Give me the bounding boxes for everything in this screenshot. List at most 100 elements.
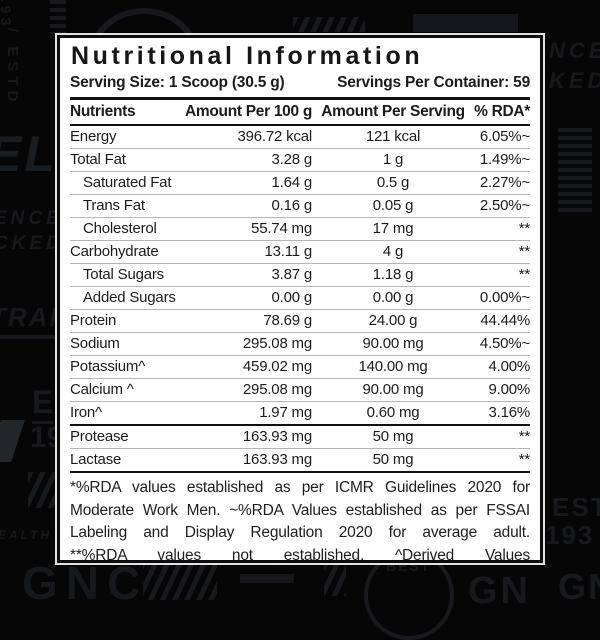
cell-rda: ** <box>518 243 530 260</box>
cell-nutrient: Potassium^ <box>70 358 146 375</box>
cell-per-serving: 140.00 mg <box>358 358 428 375</box>
table-row: Trans Fat 0.16 g 0.05 g 2.50%~ <box>70 195 530 218</box>
cell-per-serving: 0.00 g <box>372 289 414 306</box>
bg-text-ence: ENCE <box>0 208 63 229</box>
cell-per-100g: 459.02 mg <box>242 358 312 375</box>
cell-per-100g: 78.69 g <box>263 312 312 329</box>
serving-info-row: Serving Size: 1 Scoop (30.5 g) Servings … <box>70 73 530 97</box>
bg-hatch-top <box>293 17 365 32</box>
cell-rda: 4.00% <box>488 358 530 375</box>
bg-text-gn-right: GN <box>558 566 600 607</box>
bg-hatch-small-bottom <box>324 560 346 596</box>
cell-per-serving: 1 g <box>382 151 404 168</box>
cell-per-serving: 17 mg <box>372 220 414 237</box>
header-rda: % RDA* <box>474 103 530 120</box>
bg-text-trai: TRAI <box>0 302 59 339</box>
cell-per-100g: 3.87 g <box>271 266 312 283</box>
cell-per-serving: 24.00 g <box>368 312 418 329</box>
bg-text-e-badge: E <box>32 384 54 424</box>
cell-per-100g: 0.00 g <box>271 289 312 306</box>
footnote-line: *%RDA values established as per ICMR Gui… <box>70 479 530 496</box>
cell-per-100g: 55.74 mg <box>251 220 312 237</box>
cell-per-serving: 0.5 g <box>376 174 410 191</box>
table-row: Total Sugars 3.87 g 1.18 g ** <box>70 264 530 287</box>
header-nutrients: Nutrients <box>70 103 136 120</box>
cell-per-serving: 0.05 g <box>372 197 414 214</box>
bg-text-193-topleft: 193 <box>0 0 14 30</box>
bg-bar-process <box>240 574 294 583</box>
cell-nutrient: Lactase <box>70 451 122 468</box>
cell-per-serving: 50 mg <box>372 428 414 445</box>
cell-rda: 9.00% <box>488 381 530 398</box>
cell-rda: 0.00%~ <box>479 289 530 306</box>
cell-per-100g: 295.08 mg <box>242 381 312 398</box>
nutrition-table-rows: Energy 396.72 kcal 121 kcal 6.05%~ Total… <box>70 126 530 473</box>
cell-per-100g: 1.64 g <box>271 174 312 191</box>
cell-per-serving: 4 g <box>382 243 404 260</box>
table-row: Calcium ^ 295.08 mg 90.00 mg 9.00% <box>70 379 530 402</box>
table-row: Iron^ 1.97 mg 0.60 mg 3.16% <box>70 402 530 426</box>
table-row: Sodium 295.08 mg 90.00 mg 4.50%~ <box>70 333 530 356</box>
cell-rda: ** <box>518 451 530 468</box>
table-row: Protease 163.93 mg 50 mg ** <box>70 426 530 449</box>
bg-bar-top <box>413 14 518 32</box>
table-row: Lactase 163.93 mg 50 mg ** <box>70 449 530 473</box>
cell-per-serving: 1.18 g <box>372 266 414 283</box>
footnote-line: **%RDA values not established. ^Derived … <box>70 546 530 564</box>
bg-wedge-left <box>0 420 25 462</box>
cell-nutrient: Carbohydrate <box>70 243 159 260</box>
table-row: Energy 396.72 kcal 121 kcal 6.05%~ <box>70 126 530 149</box>
cell-nutrient: Sodium <box>70 335 120 352</box>
cell-per-100g: 163.93 mg <box>242 428 312 445</box>
cell-per-100g: 163.93 mg <box>242 451 312 468</box>
cell-nutrient: Calcium ^ <box>70 381 134 398</box>
cell-nutrient: Protein <box>70 312 117 329</box>
bg-text-gn-bottom: GN <box>468 570 531 612</box>
bg-text-nce: NCE <box>549 38 600 63</box>
table-row: Added Sugars 0.00 g 0.00 g 0.00%~ <box>70 287 530 310</box>
cell-per-serving: 90.00 mg <box>362 335 424 352</box>
table-row: Cholesterol 55.74 mg 17 mg ** <box>70 218 530 241</box>
cell-per-100g: 3.28 g <box>271 151 312 168</box>
servings-per-container-label: Servings Per Container: 59 <box>337 74 530 91</box>
cell-per-100g: 13.11 g <box>264 243 312 260</box>
cell-rda: ** <box>518 220 530 237</box>
bg-barcode-right <box>558 128 592 216</box>
cell-per-100g: 295.08 mg <box>242 335 312 352</box>
cell-rda: 2.27%~ <box>479 174 530 191</box>
cell-per-100g: 0.16 g <box>271 197 312 214</box>
panel-title: Nutritional Information <box>71 42 424 70</box>
table-row: Carbohydrate 13.11 g 4 g ** <box>70 241 530 264</box>
cell-rda: 6.05%~ <box>479 128 530 145</box>
footnote-line: Moderate Work Men. ~%RDA Values establis… <box>70 501 530 519</box>
serving-size-label: Serving Size: 1 Scoop (30.5 g) <box>70 74 285 91</box>
header-amount-per-100g: Amount Per 100 g <box>185 103 312 120</box>
bg-text-ked: KED <box>549 68 600 93</box>
footnote-line: Labeling and Display Regulation 2020 for… <box>70 524 530 541</box>
table-header-row: Nutrients Amount Per 100 g Amount Per Se… <box>70 100 530 126</box>
bg-text-193-right: 193 <box>545 520 595 550</box>
divider-thick-top <box>70 97 530 100</box>
cell-rda: ** <box>518 428 530 445</box>
header-amount-per-serving: Amount Per Serving <box>321 103 465 120</box>
cell-nutrient: Added Sugars <box>83 289 176 306</box>
table-row: Total Fat 3.28 g 1 g 1.49%~ <box>70 149 530 172</box>
cell-per-serving: 90.00 mg <box>362 381 424 398</box>
cell-nutrient: Total Fat <box>70 151 126 168</box>
nutrition-label-panel: Nutritional Information Serving Size: 1 … <box>57 35 543 564</box>
cell-per-100g: 1.97 mg <box>259 404 312 421</box>
cell-rda: ** <box>518 266 530 283</box>
bg-text-est-right: EST <box>552 492 600 522</box>
cell-nutrient: Cholesterol <box>83 220 157 237</box>
cell-nutrient: Protease <box>70 428 129 445</box>
table-row: Saturated Fat 1.64 g 0.5 g 2.27%~ <box>70 172 530 195</box>
cell-rda: 44.44% <box>480 312 530 329</box>
cell-per-100g: 396.72 kcal <box>237 128 312 145</box>
bg-text-cked: CKED <box>0 233 64 254</box>
cell-rda: 4.50%~ <box>479 335 530 352</box>
cell-rda: 2.50%~ <box>479 197 530 214</box>
footnote: *%RDA values established as per ICMR Gui… <box>70 473 530 567</box>
cell-per-serving: 121 kcal <box>365 128 421 145</box>
cell-per-serving: 50 mg <box>372 451 414 468</box>
bg-stripe-block-topleft <box>50 0 66 34</box>
